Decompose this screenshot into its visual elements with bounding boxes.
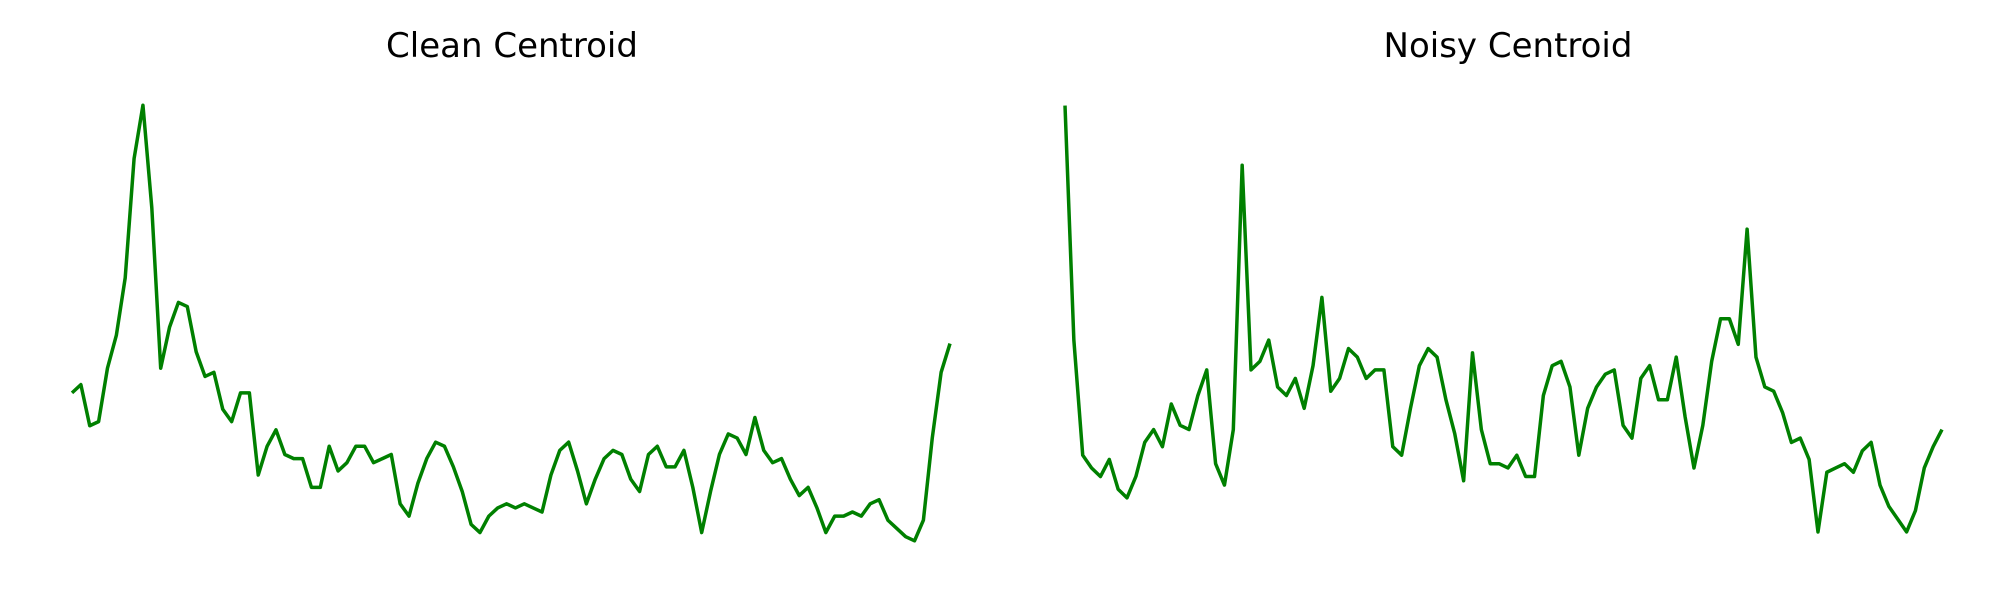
noisy-centroid-chart: Noisy Centroid [1063,26,1944,534]
clean-centroid-title: Clean Centroid [386,26,638,66]
clean-centroid-chart: Clean Centroid [70,26,952,543]
noisy-centroid-panel: Noisy Centroid [1000,0,2000,600]
clean-centroid-line [70,103,952,543]
noisy-centroid-line [1063,105,1944,534]
clean-centroid-panel: Clean Centroid [70,26,952,543]
noisy-centroid-title: Noisy Centroid [1384,26,1633,66]
